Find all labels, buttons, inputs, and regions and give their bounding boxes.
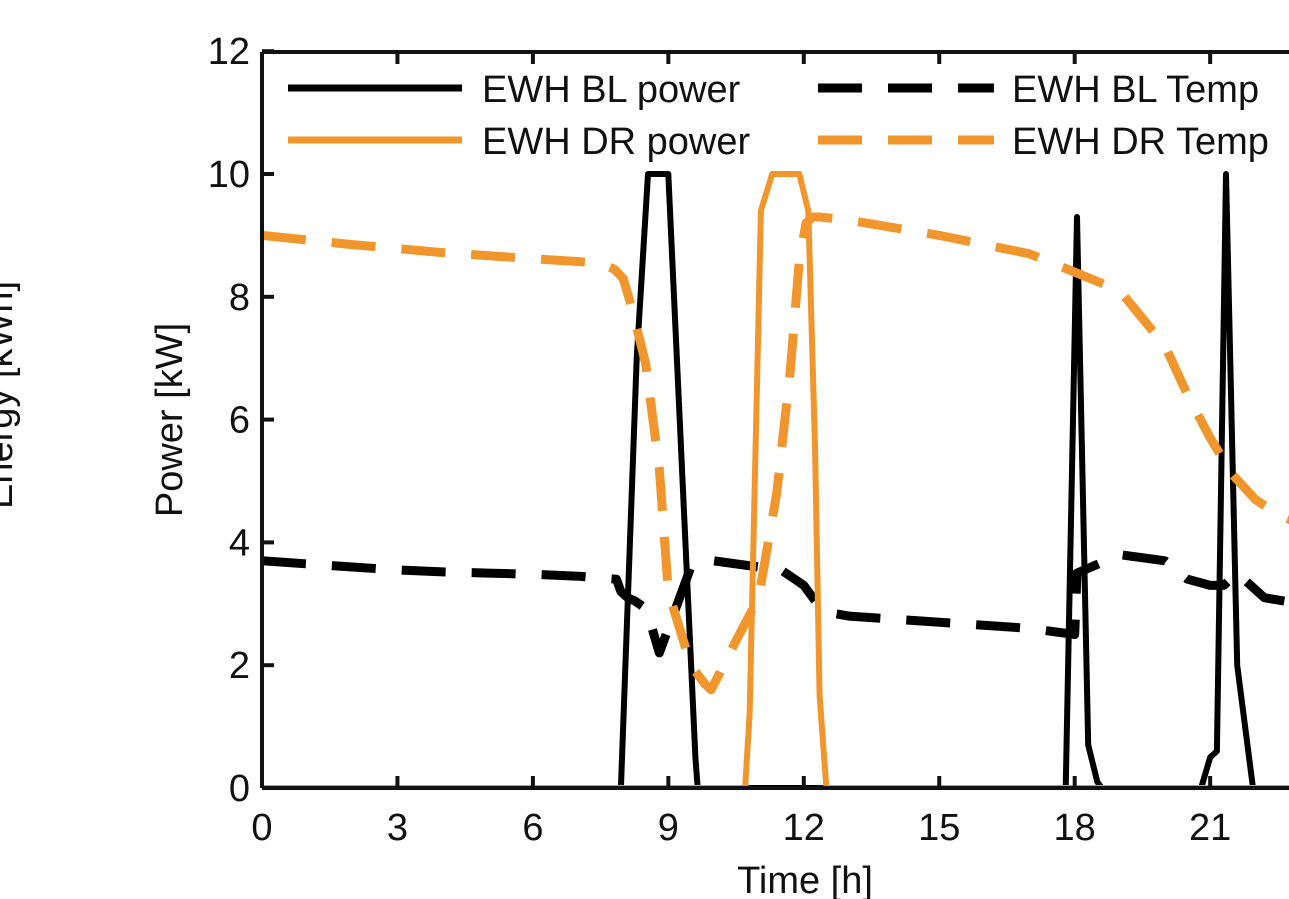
- y-tick-label: 8: [229, 277, 250, 319]
- legend-label-bl-temp: EWH BL Temp: [1012, 69, 1259, 111]
- legend-label-dr-temp: EWH DR Temp: [1012, 121, 1269, 163]
- series-line-ewh-bl-temp: [262, 550, 1289, 658]
- x-axis-label: Time [h]: [737, 860, 873, 899]
- legend-label-bl-power: EWH BL power: [482, 69, 741, 111]
- x-tick-label: 18: [1054, 807, 1096, 849]
- legend-label-dr-power: EWH DR power: [482, 121, 750, 163]
- x-tick-label: 0: [251, 807, 272, 849]
- y-tick-label: 2: [229, 645, 250, 687]
- y-tick-label: 6: [229, 400, 250, 442]
- y-tick-label: 0: [229, 768, 250, 810]
- x-tick-label: 21: [1189, 807, 1231, 849]
- y-tick-label: 10: [208, 154, 250, 196]
- y-tick-label: 4: [229, 522, 250, 564]
- series-line-ewh-dr-power: [262, 171, 1289, 790]
- y-tick-label: 12: [208, 31, 250, 73]
- x-tick-label: 6: [522, 807, 543, 849]
- x-tick-label: 3: [387, 807, 408, 849]
- x-tick-label: 9: [658, 807, 679, 849]
- left-axis-label-fragment: Energy [kWh]: [0, 281, 21, 509]
- legend: EWH BL power EWH BL Temp EWH DR power EW…: [288, 69, 1269, 163]
- y-axis-label: Power [kW]: [149, 323, 191, 517]
- x-tick-label: 12: [783, 807, 825, 849]
- series-line-ewh-dr-temp: [262, 212, 1289, 695]
- x-tick-label: 15: [918, 807, 960, 849]
- series-line-ewh-bl-power: [262, 171, 1289, 790]
